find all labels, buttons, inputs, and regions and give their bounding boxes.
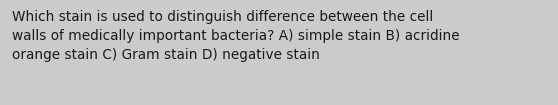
Text: Which stain is used to distinguish difference between the cell
walls of medicall: Which stain is used to distinguish diffe… [12,10,460,62]
